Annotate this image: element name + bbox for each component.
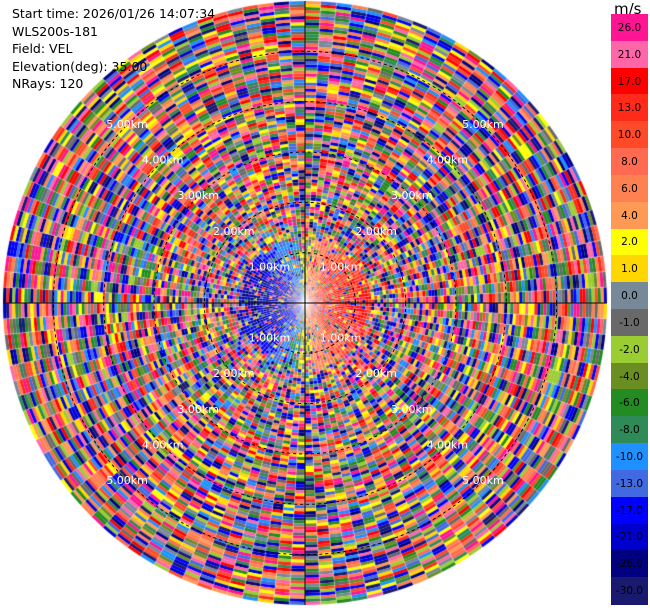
colorbar-tick-label: -30.0: [615, 585, 644, 598]
colorbar-tick-label: -17.0: [615, 504, 644, 517]
colorbar-tick-label: -8.0: [619, 424, 640, 437]
range-ring-label: 2.00km: [213, 225, 255, 238]
range-ring-label: 2.00km: [213, 367, 255, 380]
colorbar-tick-label: 4.0: [621, 209, 638, 222]
colorbar-segment: [611, 309, 648, 337]
range-ring-label: 3.00km: [391, 403, 433, 416]
range-ring-label: 3.00km: [177, 403, 219, 416]
colorbar-segment: [611, 362, 648, 391]
colorbar: 26.0 21.0 17.0 13.0 10.0 8.0 6.0 4.0 2.0 1.0 0.0 -1…: [611, 14, 648, 605]
range-ring: [103, 101, 507, 505]
colorbar-tick-label: -2.0: [619, 343, 640, 356]
colorbar-tick-label: 10.0: [617, 129, 642, 142]
colorbar-segment: [611, 550, 648, 578]
colorbar-segment: [611, 523, 648, 551]
range-ring-label: 2.00km: [355, 225, 397, 238]
colorbar-tick-label: 21.0: [617, 48, 642, 61]
nrays-text: NRays: 120: [12, 76, 84, 91]
range-ring: [52, 50, 558, 556]
range-ring-label: 1.00km: [320, 332, 362, 345]
colorbar-segment: [611, 40, 648, 69]
colorbar-segment: [611, 255, 648, 283]
colorbar-segment: [611, 443, 648, 471]
range-ring: [203, 201, 407, 405]
range-ring-label: 4.00km: [427, 154, 469, 167]
colorbar-tick-label: 26.0: [617, 21, 642, 34]
range-ring-label: 4.00km: [427, 438, 469, 451]
colorbar-segment: [611, 14, 648, 42]
colorbar-segment: [611, 469, 648, 498]
range-ring: [254, 252, 356, 354]
colorbar-units-label: m/s: [614, 0, 642, 18]
colorbar-segment: [611, 201, 648, 230]
colorbar-segment: [611, 174, 648, 203]
colorbar-segment: [611, 416, 648, 444]
colorbar-tick-label: -10.0: [615, 451, 644, 464]
plot-info: Start time: 2026/01/26 14:07:34 WLS200s-…: [12, 5, 215, 93]
range-ring-label: 1.00km: [249, 332, 291, 345]
colorbar-segment: [611, 94, 648, 122]
colorbar-segment: [611, 577, 648, 605]
colorbar-tick-label: -26.0: [615, 558, 644, 571]
range-ring-label: 1.00km: [249, 260, 291, 273]
colorbar-tick-label: 2.0: [621, 236, 638, 249]
instrument-text: WLS200s-181: [12, 23, 98, 39]
colorbar-segment: [611, 121, 648, 149]
range-ring-label: 1.00km: [320, 260, 362, 273]
colorbar-segment: [611, 335, 648, 364]
colorbar-segment: [611, 228, 648, 256]
colorbar-segment: [611, 389, 648, 417]
colorbar-tick-label: -13.0: [615, 477, 644, 490]
colorbar-tick-label: 17.0: [617, 75, 642, 88]
colorbar-tick-label: -4.0: [619, 370, 640, 383]
range-ring-label: 4.00km: [142, 154, 184, 167]
range-ring-label: 5.00km: [106, 474, 148, 487]
range-ring-label: 5.00km: [462, 474, 504, 487]
colorbar-tick-label: 0.0: [621, 290, 638, 303]
range-ring-label: 5.00km: [106, 118, 148, 131]
range-ring-label: 2.00km: [355, 367, 397, 380]
field-text: Field: VEL: [12, 41, 73, 56]
colorbar-segment: [611, 67, 648, 96]
range-ring: [153, 151, 457, 455]
range-ring-label: 3.00km: [177, 189, 219, 202]
range-ring-label: 4.00km: [142, 438, 184, 451]
colorbar-tick-label: 6.0: [621, 182, 638, 195]
range-ring-label: 5.00km: [462, 118, 504, 131]
colorbar-tick-label: 8.0: [621, 156, 638, 169]
range-ring-overlay: 1.00km 1.00km 1.00km 1.00km 2.00km 2.00km 2.00…: [3, 1, 607, 605]
colorbar-tick-label: -6.0: [619, 397, 640, 410]
range-ring-label: 3.00km: [391, 189, 433, 202]
elevation-text: Elevation(deg): 35.00: [12, 58, 148, 74]
colorbar-tick-label: -1.0: [619, 316, 640, 329]
colorbar-tick-label: 1.0: [621, 263, 638, 276]
colorbar-tick-label: -21.0: [615, 531, 644, 544]
colorbar-segment: [611, 282, 648, 310]
colorbar-segment: [611, 148, 648, 176]
colorbar-segment: [611, 496, 648, 525]
start-time-text: Start time: 2026/01/26 14:07:34: [12, 6, 216, 21]
colorbar-tick-label: 13.0: [617, 102, 642, 115]
